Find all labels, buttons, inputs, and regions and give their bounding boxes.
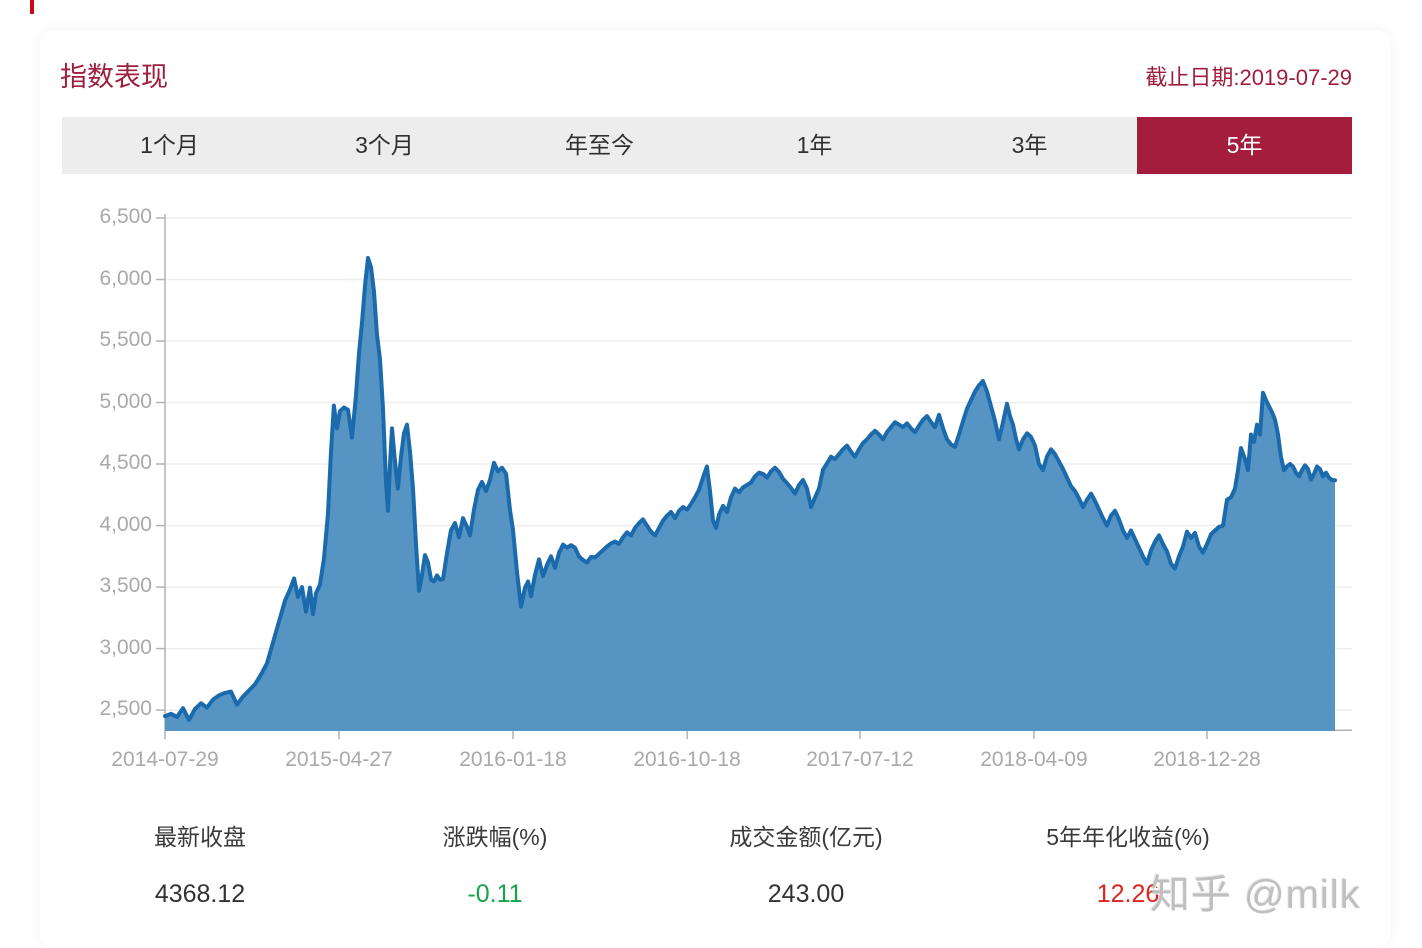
- stat-column-1: 涨跌幅(%) -0.11: [325, 818, 665, 909]
- as-of-date: 截止日期:2019-07-29: [1145, 65, 1352, 90]
- stat-label: 最新收盘: [154, 824, 246, 850]
- stat-column-2: 成交金额(亿元) 243.00: [636, 818, 976, 909]
- tab-period-2[interactable]: 年至今: [565, 132, 634, 158]
- stat-label: 成交金额(亿元): [729, 824, 883, 850]
- stat-column-3: 5年年化收益(%) 12.26: [958, 818, 1298, 909]
- period-tabbar: 1个月 3个月 年至今 1年 3年 5年: [62, 117, 1352, 174]
- stat-value: -0.11: [467, 880, 523, 908]
- stat-label: 5年年化收益(%): [1046, 824, 1210, 850]
- stat-value: 4368.12: [154, 880, 246, 908]
- top-left-red-marker: [30, 0, 34, 14]
- page-title: 指数表现: [60, 62, 168, 92]
- stat-value: 243.00: [767, 880, 845, 908]
- stat-column-0: 最新收盘 4368.12: [30, 818, 370, 909]
- tab-period-5[interactable]: 5年: [1137, 117, 1352, 174]
- tab-period-4[interactable]: 3年: [1011, 132, 1048, 158]
- stat-value: 12.26: [1096, 880, 1160, 908]
- tab-period-0[interactable]: 1个月: [140, 132, 199, 158]
- tab-period-1[interactable]: 3个月: [355, 132, 414, 158]
- watermark: 知乎 @milk: [1150, 873, 1361, 917]
- stat-label: 涨跌幅(%): [442, 824, 548, 850]
- tab-period-3[interactable]: 1年: [796, 132, 833, 158]
